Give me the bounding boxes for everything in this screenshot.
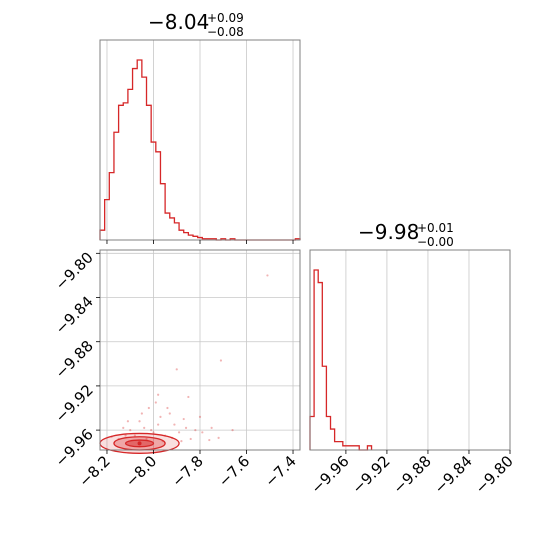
scatter-point bbox=[138, 420, 141, 423]
scatter-point bbox=[184, 426, 188, 430]
param-1-title: −9.98 bbox=[358, 220, 419, 244]
hist-1-grid bbox=[345, 250, 470, 450]
param-1-title-plus: +0.01 bbox=[417, 221, 454, 235]
scatter-y-tick-label: −9.84 bbox=[52, 293, 97, 338]
scatter-point bbox=[187, 395, 190, 399]
param-0-title-minus: −0.08 bbox=[207, 25, 244, 39]
scatter-point bbox=[157, 393, 160, 396]
scatter-contours bbox=[99, 432, 180, 454]
scatter-point bbox=[154, 401, 157, 404]
scatter-point bbox=[173, 423, 176, 426]
scatter-y-tick-label: −9.80 bbox=[52, 248, 97, 293]
scatter-point bbox=[210, 426, 213, 430]
scatter-point bbox=[152, 431, 155, 434]
scatter-point bbox=[266, 274, 269, 277]
param-0-title-plus: +0.09 bbox=[207, 11, 244, 25]
scatter-point bbox=[231, 429, 234, 432]
scatter-point bbox=[217, 436, 220, 439]
scatter-point bbox=[168, 412, 171, 415]
scatter-point bbox=[157, 423, 160, 426]
hist-1-tick-label: −9.84 bbox=[431, 452, 476, 497]
scatter-x-tick-label: −8.2 bbox=[75, 452, 113, 490]
param-1-title-value: −9.98 bbox=[358, 220, 419, 244]
scatter-y-tick-label: −9.92 bbox=[52, 381, 97, 426]
hist-1-tick-label: −9.96 bbox=[307, 452, 352, 497]
scatter-point bbox=[159, 415, 162, 418]
hist-0-grid bbox=[106, 40, 294, 240]
scatter-point bbox=[198, 415, 202, 418]
scatter-x-tick-label: −7.8 bbox=[168, 452, 206, 490]
scatter-y-tick-label: −9.88 bbox=[52, 337, 97, 382]
scatter-grid bbox=[100, 250, 300, 450]
hist-0-ticks bbox=[106, 240, 294, 244]
hist-1-step-line bbox=[309, 269, 373, 451]
scatter-y-ticks: −9.80−9.84−9.88−9.92−9.96 bbox=[52, 248, 100, 470]
scatter-x-tick-label: −7.4 bbox=[261, 452, 299, 490]
scatter-point bbox=[177, 431, 181, 434]
scatter-point bbox=[182, 417, 185, 421]
scatter-point bbox=[143, 426, 146, 430]
scatter-point bbox=[208, 438, 211, 442]
param-0-title: −8.04 bbox=[148, 10, 209, 34]
hist-1-tick-label: −9.88 bbox=[390, 452, 435, 497]
scatter-point bbox=[201, 431, 204, 434]
scatter-point bbox=[124, 434, 127, 437]
hist-1-tick-label: −9.80 bbox=[472, 452, 517, 497]
scatter-x-tick-label: −7.6 bbox=[215, 452, 253, 490]
scatter-point bbox=[189, 437, 192, 441]
scatter-points bbox=[110, 274, 269, 443]
scatter-point bbox=[180, 440, 183, 443]
hist-panel-1: −9.96−9.92−9.88−9.84−9.80 −9.98 +0.01 −0… bbox=[307, 220, 516, 497]
scatter-x-ticks: −8.2 −8.0 −7.8 −7.6 −7.4 bbox=[75, 450, 300, 491]
scatter-point bbox=[145, 437, 148, 441]
scatter-point bbox=[166, 406, 169, 410]
hist-1-tick-label: −9.92 bbox=[349, 452, 394, 497]
scatter-point bbox=[175, 368, 178, 371]
scatter-point bbox=[194, 429, 197, 432]
contour-peak bbox=[137, 441, 142, 446]
param-0-title-value: −8.04 bbox=[148, 10, 209, 34]
scatter-point bbox=[140, 412, 143, 415]
scatter-point bbox=[150, 429, 153, 432]
scatter-point bbox=[122, 426, 125, 430]
hist-1-frame bbox=[309, 249, 511, 451]
param-1-title-minus: −0.00 bbox=[417, 235, 454, 249]
scatter-point bbox=[129, 429, 132, 432]
scatter-panel: −8.2 −8.0 −7.8 −7.6 −7.4 −9.80−9.84−9.88−9.9… bbox=[52, 248, 301, 491]
scatter-x-tick-label: −8.0 bbox=[122, 452, 160, 490]
scatter-point bbox=[126, 420, 130, 423]
scatter-point bbox=[219, 359, 223, 362]
scatter-point bbox=[147, 406, 150, 410]
hist-1-ticks: −9.96−9.92−9.88−9.84−9.80 bbox=[307, 450, 517, 497]
hist-panel-0: −8.04 +0.09 −0.08 bbox=[99, 10, 301, 244]
